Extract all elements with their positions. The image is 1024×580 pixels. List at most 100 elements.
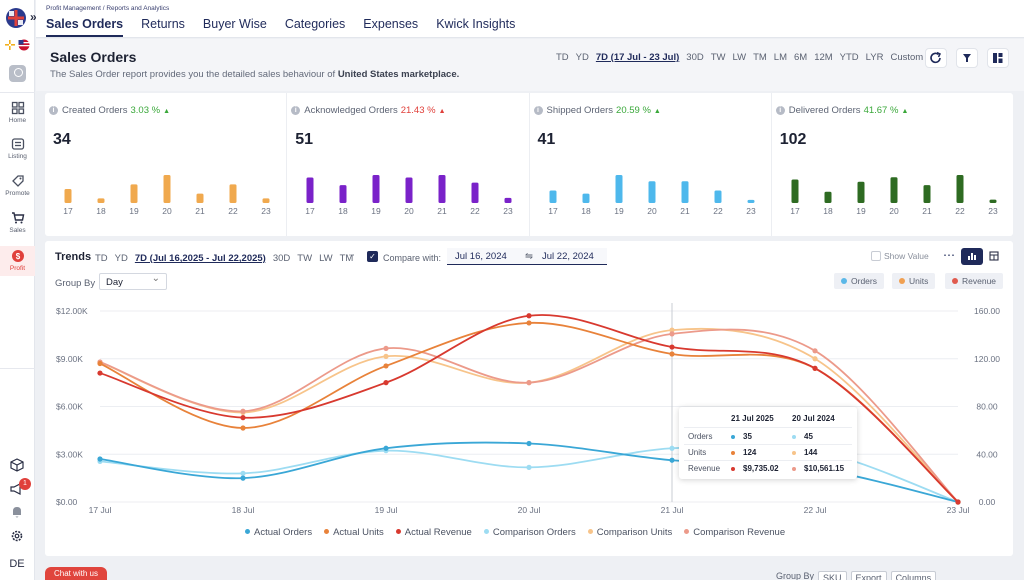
data-point[interactable]: [669, 351, 675, 357]
data-point[interactable]: [240, 415, 246, 421]
data-point[interactable]: [669, 344, 675, 350]
tab-expenses[interactable]: Expenses: [363, 17, 419, 31]
brand-logo-icon[interactable]: [5, 7, 27, 29]
bell-icon[interactable]: [10, 505, 24, 519]
trends-range-option-5[interactable]: LW: [319, 253, 333, 264]
info-icon[interactable]: i: [49, 106, 58, 115]
user-profile-icon[interactable]: [9, 65, 26, 82]
data-point[interactable]: [955, 499, 961, 505]
chat-with-us-button[interactable]: Chat with us: [45, 567, 107, 580]
trends-range-option-0[interactable]: TD: [95, 253, 108, 264]
legend-pill-units[interactable]: Units: [892, 273, 936, 289]
bar-view-button[interactable]: [961, 248, 983, 265]
package-icon[interactable]: [10, 458, 24, 472]
data-point[interactable]: [240, 408, 246, 414]
data-point[interactable]: [669, 445, 675, 451]
kpi-bar[interactable]: [262, 198, 270, 203]
kpi-bar[interactable]: [130, 184, 138, 203]
compare-to-date[interactable]: Jul 22, 2024: [542, 251, 594, 262]
kpi-bar[interactable]: [890, 177, 898, 203]
kpi-bar[interactable]: [648, 181, 655, 203]
data-point[interactable]: [383, 353, 389, 359]
kpi-delivered-orders[interactable]: i Delivered Orders 41.67 % ▲ 102 17 18 19 20 2…: [772, 93, 1013, 236]
nav-sales[interactable]: Sales: [0, 211, 35, 234]
kpi-bar[interactable]: [163, 175, 171, 203]
info-icon[interactable]: i: [533, 106, 543, 115]
range-option-4[interactable]: TW: [710, 52, 726, 63]
table-view-button[interactable]: [983, 248, 1005, 265]
columns-button[interactable]: Columns: [890, 571, 937, 580]
data-point[interactable]: [383, 380, 389, 386]
kpi-bar[interactable]: [989, 199, 997, 203]
range-option-9[interactable]: 12M: [814, 52, 833, 63]
data-point[interactable]: [669, 327, 675, 333]
legend-item[interactable]: Comparison Orders: [483, 527, 576, 538]
data-point[interactable]: [526, 464, 532, 470]
kpi-bar[interactable]: [681, 181, 688, 203]
data-point[interactable]: [383, 363, 389, 369]
trends-range-option-2[interactable]: 7D (Jul 16,2025 - Jul 22,2025): [134, 253, 266, 264]
kpi-bar[interactable]: [339, 185, 347, 203]
nav-promote[interactable]: Promote: [0, 174, 35, 197]
gear-icon[interactable]: [10, 529, 24, 543]
kpi-bar[interactable]: [824, 191, 832, 203]
range-option-8[interactable]: 6M: [793, 52, 808, 63]
legend-item[interactable]: Comparison Units: [587, 527, 672, 538]
kpi-bar[interactable]: [549, 190, 556, 203]
kpi-bar[interactable]: [196, 193, 204, 203]
more-options-icon[interactable]: ⋯: [943, 248, 955, 262]
trends-range-option-3[interactable]: 30D: [272, 253, 291, 264]
breadcrumb[interactable]: Profit Management / Reports and Analytic…: [46, 5, 170, 12]
group-by-select[interactable]: Day: [99, 273, 167, 290]
data-point[interactable]: [383, 445, 389, 451]
tab-categories[interactable]: Categories: [284, 17, 346, 31]
kpi-bar[interactable]: [615, 175, 622, 203]
legend-pill-revenue[interactable]: Revenue: [945, 273, 1004, 289]
nav-listing[interactable]: Listing: [0, 137, 35, 160]
range-option-0[interactable]: TD: [556, 52, 569, 63]
range-option-12[interactable]: Custom: [890, 52, 924, 63]
kpi-bar[interactable]: [229, 184, 237, 203]
compare-date-range[interactable]: Jul 16, 2024 ⇋ Jul 22, 2024: [447, 248, 607, 265]
data-point[interactable]: [526, 380, 532, 386]
trends-range-option-6[interactable]: TM: [339, 253, 354, 264]
nav-profit[interactable]: $ Profit: [0, 246, 35, 276]
legend-item[interactable]: Comparison Revenue: [684, 527, 785, 538]
kpi-bar[interactable]: [582, 193, 589, 203]
more-ranges-icon[interactable]: ⋯: [345, 250, 355, 261]
info-icon[interactable]: i: [775, 106, 785, 115]
kpi-bar[interactable]: [306, 177, 314, 203]
legend-item[interactable]: Actual Revenue: [395, 527, 472, 538]
range-option-3[interactable]: 30D: [686, 52, 704, 63]
tab-returns[interactable]: Returns: [141, 17, 185, 31]
range-option-2[interactable]: 7D (17 Jul - 23 Jul): [595, 52, 680, 63]
range-option-11[interactable]: LYR: [865, 52, 884, 63]
data-point[interactable]: [97, 360, 103, 367]
data-point[interactable]: [97, 370, 103, 376]
kpi-bar[interactable]: [97, 198, 105, 203]
kpi-acknowledged-orders[interactable]: i Acknowledged Orders 21.43 % ▲ 51 17 18 19 2…: [287, 93, 530, 236]
kpi-bar[interactable]: [438, 175, 446, 203]
refresh-button[interactable]: [925, 48, 947, 68]
data-point[interactable]: [812, 365, 818, 371]
data-point[interactable]: [97, 456, 103, 462]
export-button[interactable]: Export: [850, 571, 887, 580]
data-point[interactable]: [812, 356, 818, 362]
avatar[interactable]: DE: [9, 558, 25, 570]
kpi-bar[interactable]: [405, 177, 413, 203]
compare-checkbox[interactable]: ✓: [367, 251, 378, 262]
filter-button[interactable]: [956, 48, 978, 68]
data-point[interactable]: [240, 470, 246, 476]
tab-sales-orders[interactable]: Sales Orders: [46, 17, 124, 37]
data-point[interactable]: [526, 440, 532, 447]
marketplace-switcher-icon[interactable]: [4, 38, 32, 52]
legend-item[interactable]: Actual Units: [324, 527, 384, 538]
nav-home[interactable]: Home: [0, 101, 35, 124]
compare-from-date[interactable]: Jul 16, 2024: [455, 251, 507, 262]
data-point[interactable]: [812, 348, 818, 354]
data-point[interactable]: [383, 345, 389, 352]
data-point[interactable]: [669, 457, 675, 463]
kpi-bar[interactable]: [714, 190, 721, 203]
range-option-6[interactable]: TM: [753, 52, 767, 63]
kpi-bar[interactable]: [956, 175, 964, 203]
